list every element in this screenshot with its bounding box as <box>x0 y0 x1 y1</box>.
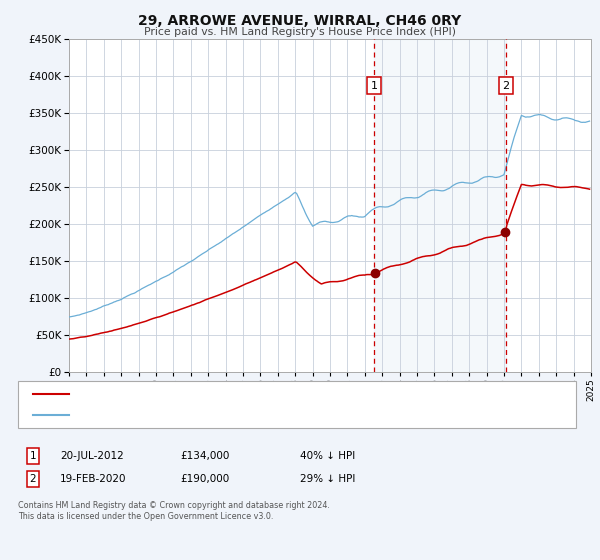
Text: 2: 2 <box>29 474 37 484</box>
Text: This data is licensed under the Open Government Licence v3.0.: This data is licensed under the Open Gov… <box>18 512 274 521</box>
Text: 29, ARROWE AVENUE, WIRRAL, CH46 0RY (detached house): 29, ARROWE AVENUE, WIRRAL, CH46 0RY (det… <box>72 389 364 399</box>
Text: 1: 1 <box>29 451 37 461</box>
Text: Contains HM Land Registry data © Crown copyright and database right 2024.: Contains HM Land Registry data © Crown c… <box>18 501 330 510</box>
Text: £190,000: £190,000 <box>180 474 229 484</box>
Text: 2: 2 <box>503 81 509 91</box>
Text: 29% ↓ HPI: 29% ↓ HPI <box>300 474 355 484</box>
Bar <box>374 39 506 372</box>
Text: 1: 1 <box>371 81 378 91</box>
Text: 29, ARROWE AVENUE, WIRRAL, CH46 0RY: 29, ARROWE AVENUE, WIRRAL, CH46 0RY <box>139 14 461 28</box>
Text: £134,000: £134,000 <box>180 451 229 461</box>
Text: HPI: Average price, detached house, Wirral: HPI: Average price, detached house, Wirr… <box>72 410 281 420</box>
Text: 20-JUL-2012: 20-JUL-2012 <box>60 451 124 461</box>
Text: 40% ↓ HPI: 40% ↓ HPI <box>300 451 355 461</box>
Text: Price paid vs. HM Land Registry's House Price Index (HPI): Price paid vs. HM Land Registry's House … <box>144 27 456 37</box>
Text: 19-FEB-2020: 19-FEB-2020 <box>60 474 127 484</box>
